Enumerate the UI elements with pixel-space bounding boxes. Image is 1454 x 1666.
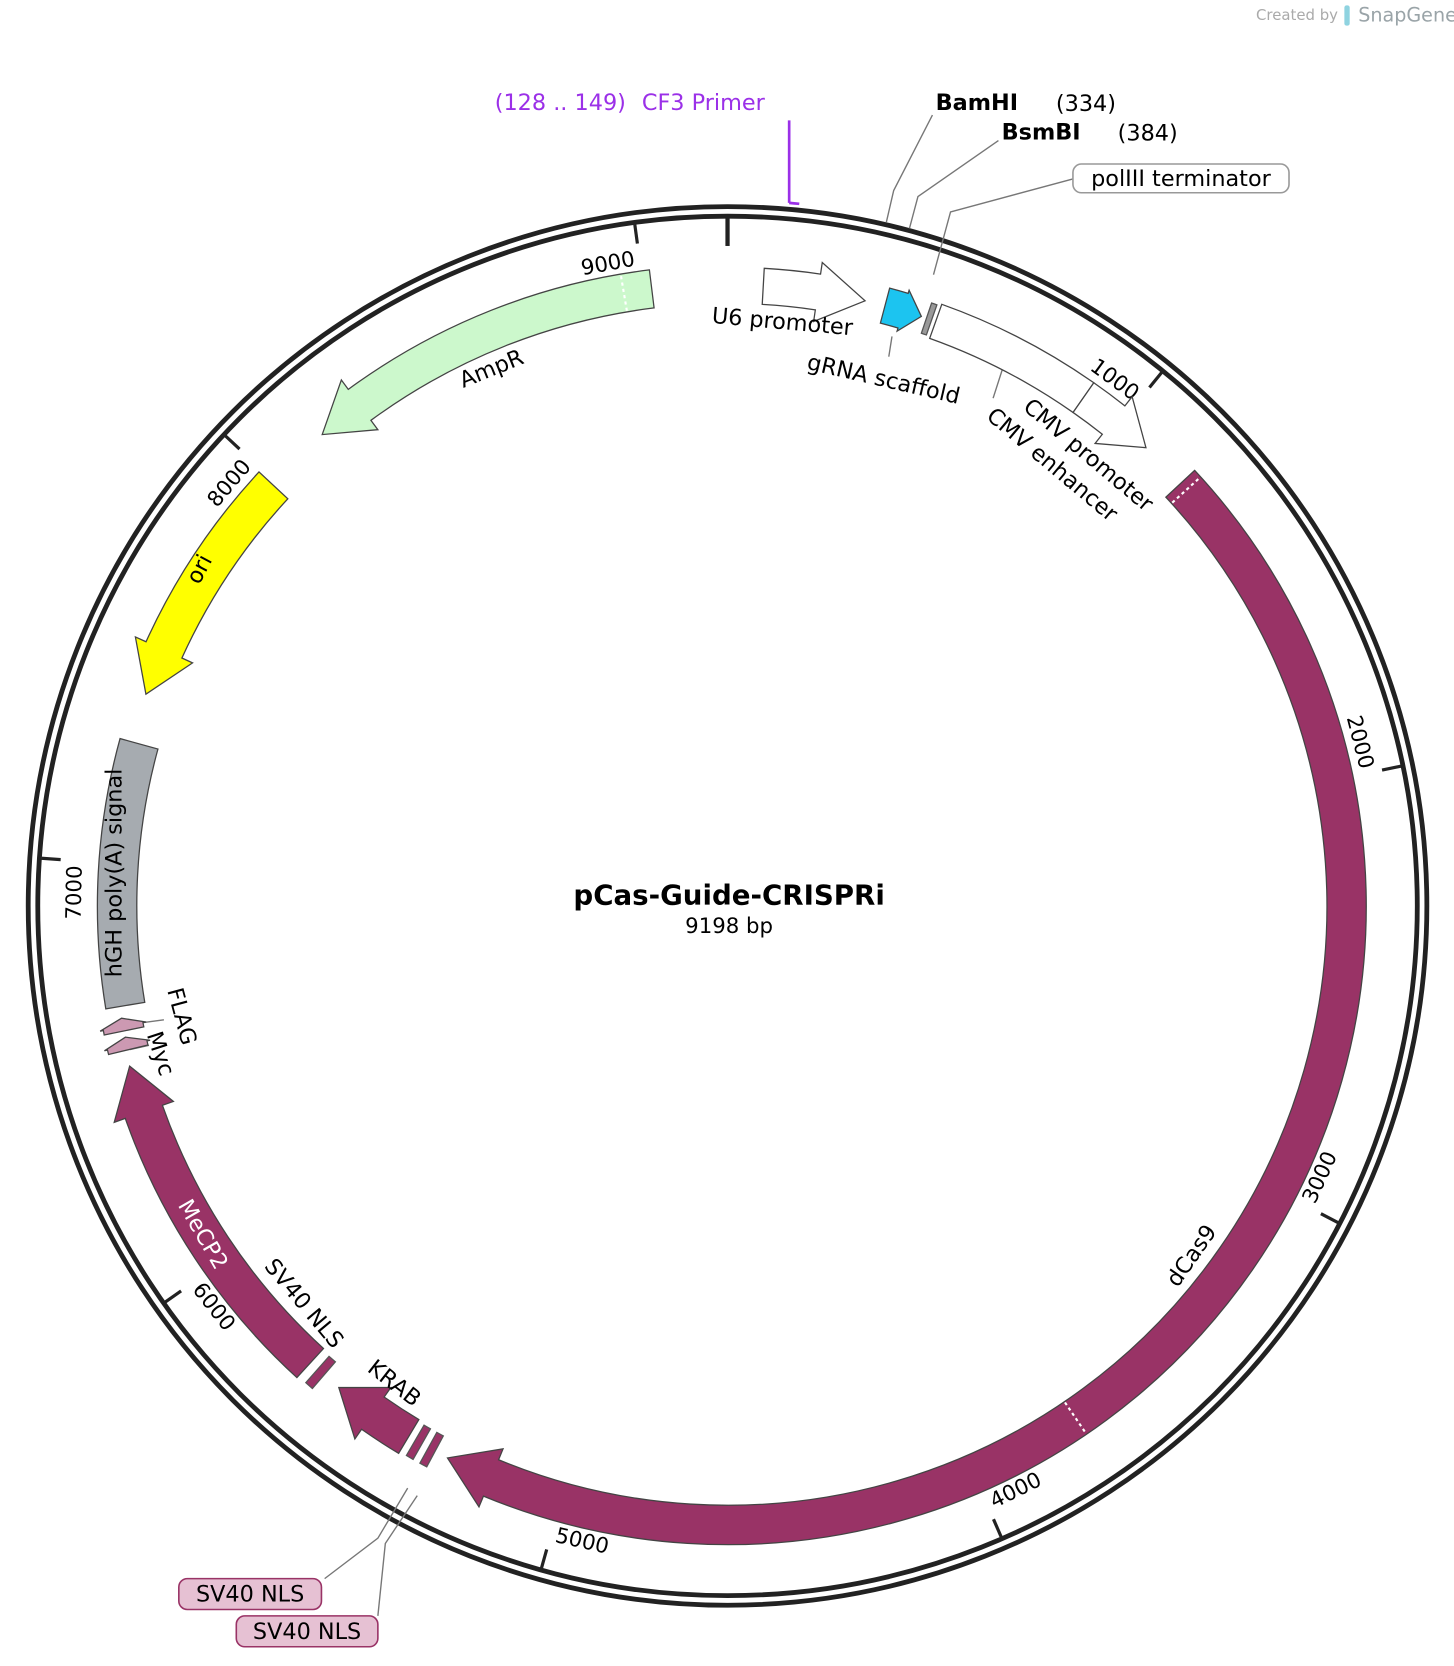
leader-line <box>932 178 1074 275</box>
feature <box>446 469 1367 1546</box>
credit: Created by <box>1256 6 1338 24</box>
site-leader <box>908 140 999 229</box>
feature <box>321 269 655 436</box>
primer-range: (128 .. 149) <box>495 90 626 116</box>
primer <box>789 201 800 206</box>
plasmid-name: pCas-Guide-CRISPRi <box>573 878 884 911</box>
feature <box>113 1064 325 1379</box>
tick-mark <box>224 434 241 451</box>
tick-mark <box>164 1289 182 1304</box>
feature-label: gRNA scaffold <box>805 349 963 409</box>
site-name: BsmBI <box>1002 120 1081 146</box>
tick-label: 7000 <box>62 865 88 920</box>
feature <box>419 1431 445 1468</box>
inner-ring <box>35 213 1420 1599</box>
feature <box>96 737 159 1010</box>
site-leader <box>885 114 934 223</box>
feature-label: SV40 NLS <box>253 1619 361 1645</box>
feature <box>304 1355 337 1390</box>
feature <box>761 261 867 323</box>
feature-label: hGH poly(A) signal <box>101 769 127 978</box>
tick-mark <box>41 856 61 862</box>
site-name: BamHI <box>936 90 1018 116</box>
outer-ring <box>25 204 1430 1608</box>
feature <box>1072 381 1147 449</box>
feature <box>879 287 923 333</box>
site-position: (334) <box>1056 91 1116 117</box>
tick-mark <box>1381 764 1402 772</box>
tick-mark <box>633 224 639 244</box>
feature <box>337 1386 420 1455</box>
leader-line <box>324 1487 409 1580</box>
logo-mark <box>1344 5 1350 26</box>
tick-mark <box>1148 371 1163 389</box>
plasmid-length: 9198 bp <box>685 914 773 939</box>
leader-line <box>992 368 1004 399</box>
leader-line <box>888 336 893 357</box>
tick-mark <box>539 1549 549 1569</box>
label-box <box>1072 163 1290 194</box>
feature <box>104 1036 151 1056</box>
primer-name: CF3 Primer <box>642 90 766 116</box>
feature <box>99 1017 147 1036</box>
feature <box>920 302 938 336</box>
feature <box>405 1424 432 1461</box>
feature <box>134 471 289 696</box>
feature-label: polIII terminator <box>1091 166 1271 192</box>
brand: SnapGene <box>1358 4 1454 27</box>
leader-line <box>377 1495 418 1616</box>
feature-label: SV40 NLS <box>196 1582 304 1608</box>
site-position: (384) <box>1118 121 1178 147</box>
tick-mark <box>992 1518 1003 1538</box>
label-box <box>178 1577 323 1611</box>
label-box <box>235 1615 379 1648</box>
tick-mark <box>1320 1212 1339 1224</box>
